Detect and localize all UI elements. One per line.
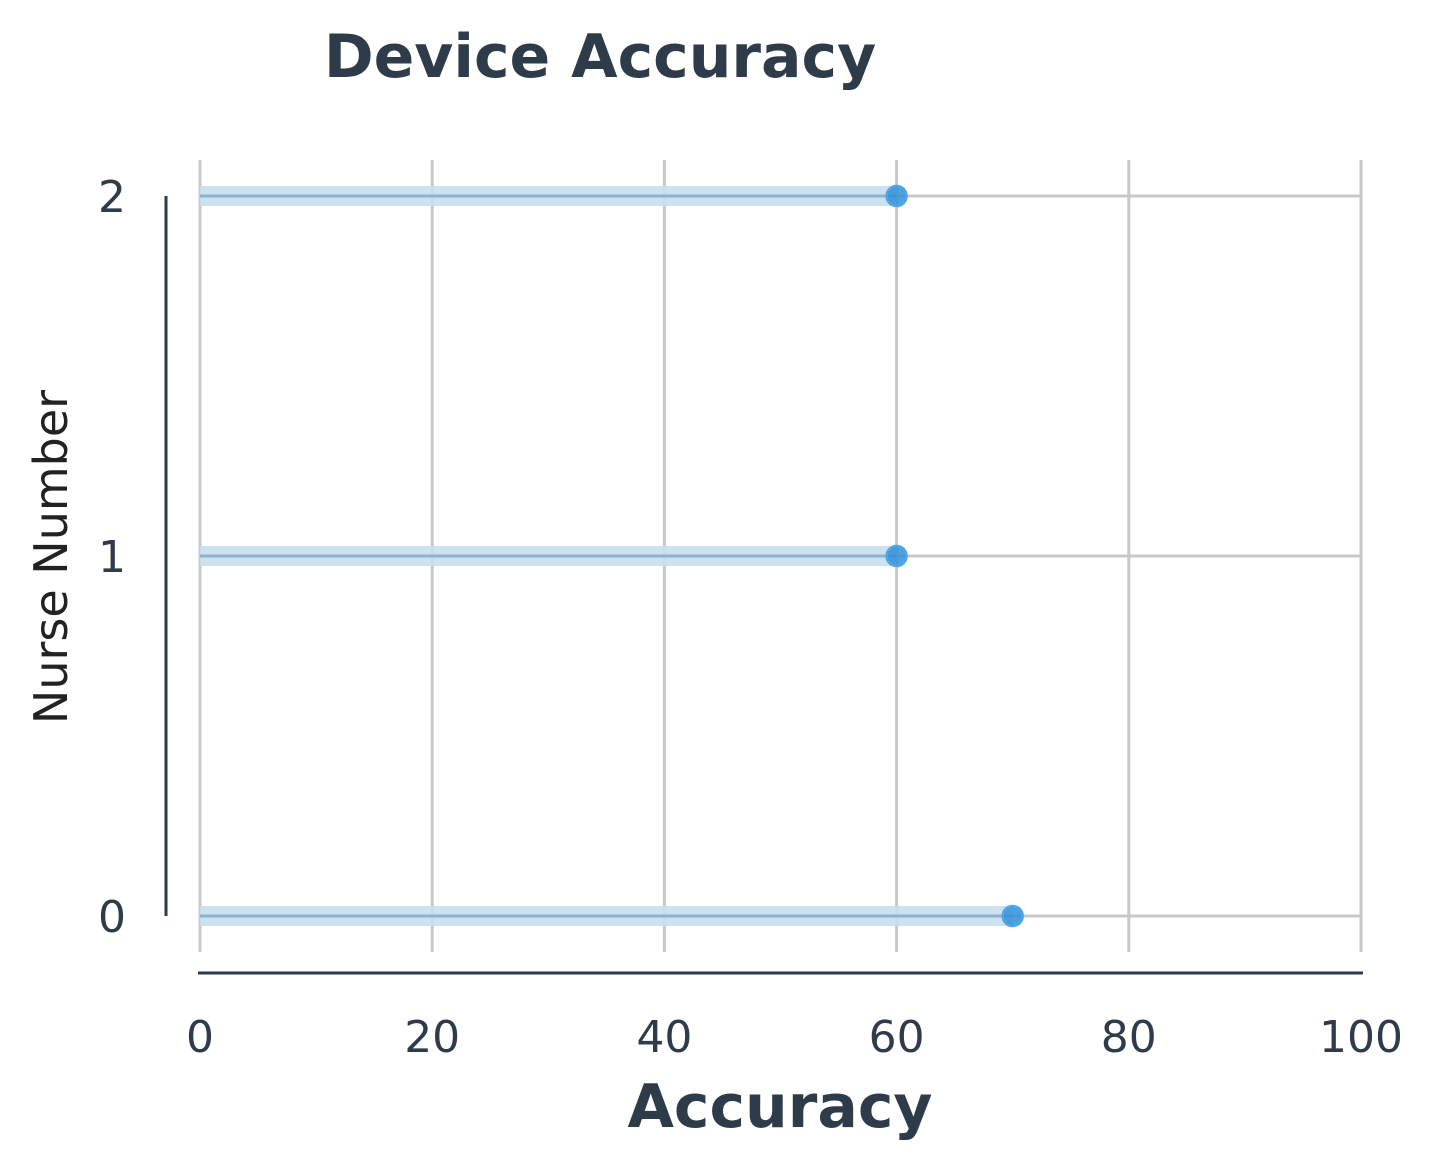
x-axis-label: Accuracy: [627, 1072, 932, 1142]
x-tick-label: 60: [869, 1012, 925, 1063]
x-tick-label: 80: [1101, 1012, 1157, 1063]
lollipop-marker: [885, 184, 908, 208]
x-tick-labels: 0 20 40 60 80 100: [186, 1012, 1403, 1063]
lollipop-marker: [1001, 904, 1024, 928]
chart-title: Device Accuracy: [324, 22, 876, 92]
y-axis-label: Nurse Number: [24, 390, 78, 724]
y-tick-label: 0: [98, 892, 126, 943]
x-tick-label: 20: [404, 1012, 460, 1063]
x-tick-label: 40: [636, 1012, 692, 1063]
lollipop-markers: [885, 184, 1024, 928]
y-tick-label: 2: [98, 172, 126, 223]
x-tick-label: 0: [186, 1012, 214, 1063]
lollipop-stems: [200, 186, 1013, 926]
lollipop-marker: [885, 544, 908, 568]
x-tick-label: 100: [1319, 1012, 1403, 1063]
axes: [164, 196, 1363, 975]
y-tick-label: 1: [98, 532, 126, 583]
y-tick-labels: 0 1 2: [98, 172, 126, 943]
